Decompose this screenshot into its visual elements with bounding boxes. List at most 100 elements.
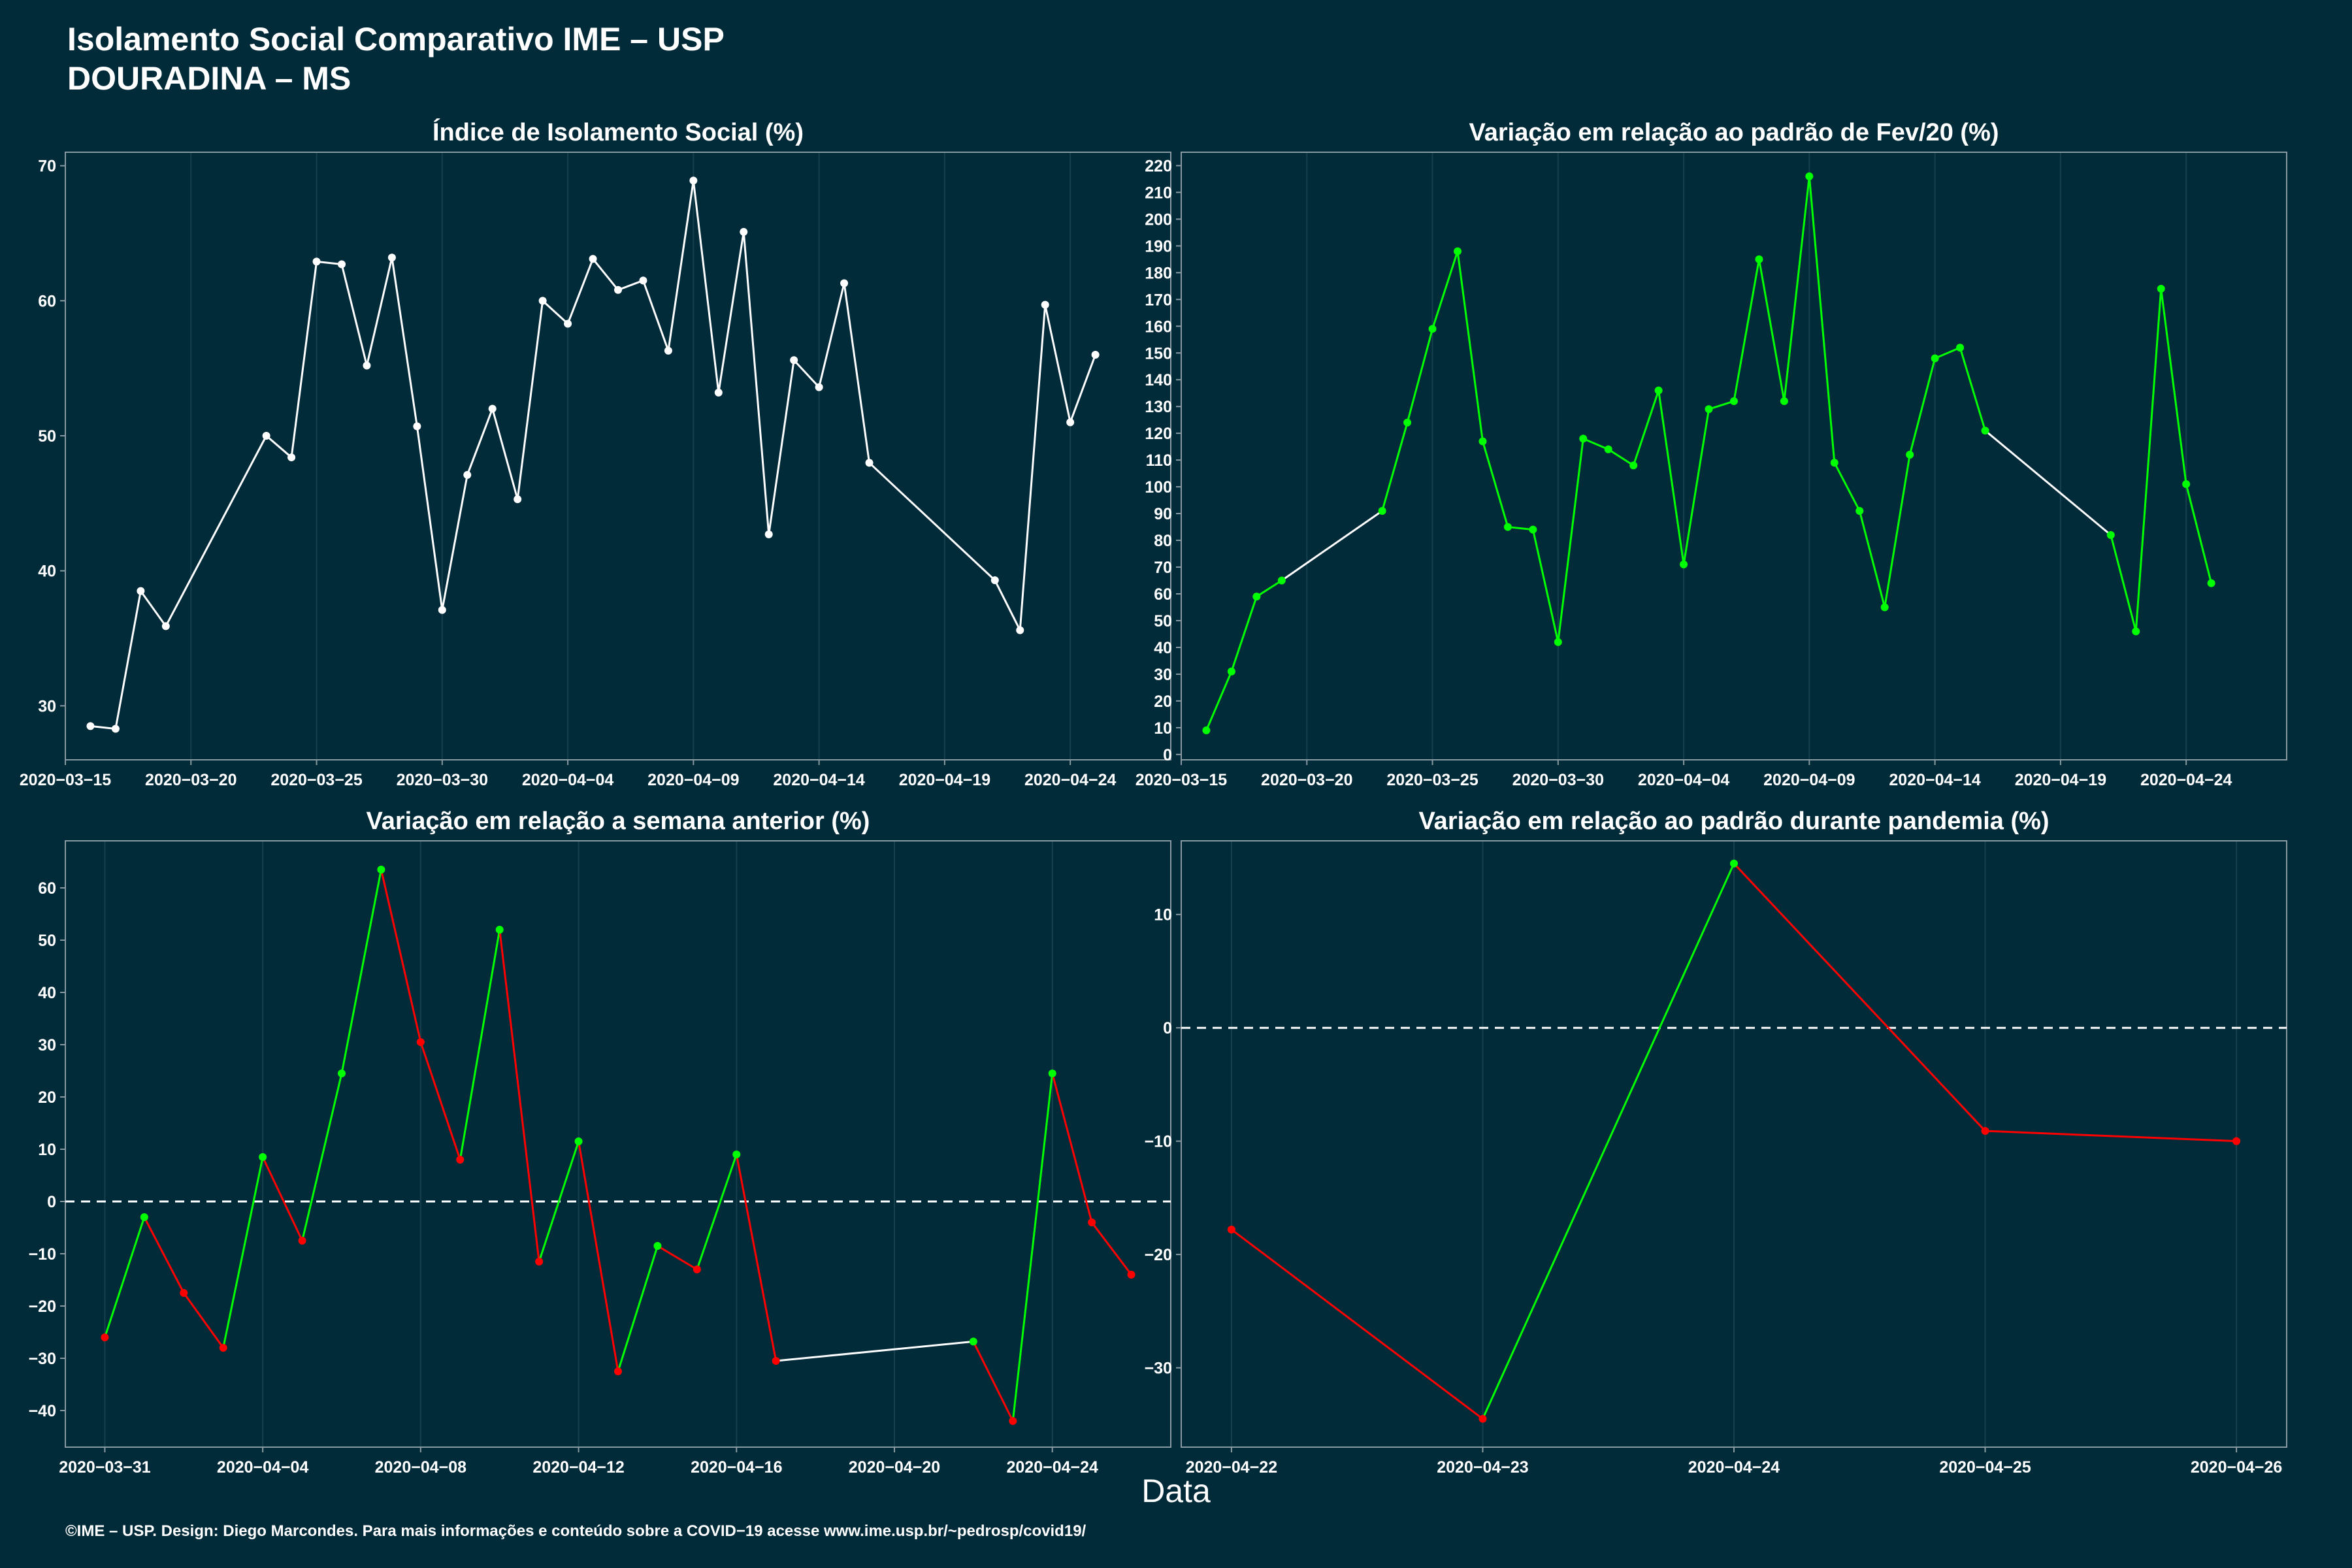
y-tick-label: −20 [1145, 1246, 1172, 1264]
data-point [1454, 247, 1462, 255]
y-tick-label: 10 [1154, 906, 1172, 924]
y-tick-label: 0 [47, 1193, 56, 1211]
series-segment [265, 434, 293, 459]
series-segment [538, 1141, 580, 1262]
y-tick-label: 70 [1154, 559, 1172, 577]
series-segment [419, 1041, 461, 1160]
x-axis-label: Data [1141, 1473, 1211, 1509]
series-segment [498, 929, 540, 1262]
y-tick-label: 180 [1145, 264, 1172, 282]
data-point [488, 404, 497, 413]
data-point [1252, 593, 1261, 601]
series-segment [104, 1217, 146, 1338]
series-segment [261, 1156, 303, 1241]
data-point [1227, 667, 1235, 676]
y-tick-label: −20 [29, 1298, 56, 1316]
y-tick-label: 10 [1154, 719, 1172, 738]
series-segment [1935, 346, 1961, 359]
series-segment [1482, 441, 1509, 527]
y-tick-label: 40 [38, 563, 56, 581]
panel-frame [65, 152, 1171, 760]
series-segment [90, 725, 116, 730]
data-point [990, 576, 999, 585]
data-point [2207, 579, 2215, 587]
data-point [653, 1242, 662, 1250]
data-point [1478, 437, 1487, 446]
data-point [535, 1258, 544, 1266]
series-segment [868, 462, 996, 581]
data-point [790, 356, 798, 365]
data-point [2182, 480, 2191, 489]
data-point [1227, 1225, 1235, 1233]
series-segment [696, 1154, 738, 1270]
series-segment [735, 1154, 777, 1362]
y-tick-label: 200 [1145, 210, 1172, 229]
series-segment [1783, 176, 1810, 402]
data-point [589, 255, 597, 263]
series-segment [1607, 448, 1634, 466]
series-segment [542, 300, 569, 325]
data-point [1730, 397, 1738, 406]
data-point [714, 388, 723, 397]
y-tick-label: 50 [38, 932, 56, 950]
y-tick-label: 90 [1154, 505, 1172, 523]
y-tick-label: 40 [38, 984, 56, 1002]
data-point [1088, 1218, 1096, 1226]
series-segment [1757, 259, 1786, 402]
panel-frame [1181, 152, 2287, 760]
x-tick-label: 2020−03−25 [1386, 771, 1478, 789]
data-point [161, 622, 170, 630]
x-tick-label: 2020−03−20 [1261, 771, 1352, 789]
series-segment [1507, 526, 1533, 531]
x-tick-label: 2020−04−14 [1889, 771, 1981, 789]
x-tick-label: 2020−04−22 [1186, 1458, 1277, 1477]
series-segment [441, 474, 468, 610]
data-point [377, 866, 385, 874]
data-point [137, 587, 145, 595]
series-segment [165, 435, 267, 627]
data-point [664, 346, 672, 355]
x-tick-label: 2020−03−30 [397, 771, 488, 789]
data-point [1066, 418, 1075, 427]
data-point [1604, 445, 1612, 453]
series-segment [2110, 534, 2137, 632]
data-point [538, 297, 547, 305]
data-point [101, 1333, 109, 1341]
series-segment [1044, 304, 1071, 423]
series-segment [1431, 251, 1459, 329]
x-tick-label: 2020−04−24 [1688, 1458, 1780, 1477]
data-point [614, 286, 622, 294]
y-tick-label: 30 [38, 697, 56, 715]
data-point [772, 1357, 780, 1365]
series-segment [316, 260, 342, 266]
series-segment [592, 258, 619, 291]
data-point [1680, 560, 1688, 568]
data-point [438, 606, 446, 614]
y-tick-label: 110 [1146, 451, 1172, 470]
data-point [1378, 506, 1386, 515]
series-segment [1984, 429, 2112, 536]
data-point [1579, 434, 1588, 443]
series-segment [340, 264, 368, 366]
data-point [413, 422, 421, 431]
y-tick-label: 10 [38, 1141, 56, 1159]
series-segment [1281, 510, 1383, 581]
series-segment [1482, 863, 1735, 1420]
y-tick-label: 20 [1154, 693, 1172, 711]
series-segment [1733, 862, 1986, 1132]
data-point [463, 470, 472, 479]
data-point [287, 453, 296, 462]
x-tick-label: 2020−03−25 [270, 771, 363, 789]
x-tick-label: 2020−04−09 [647, 771, 739, 789]
x-tick-label: 2020−04−04 [1638, 771, 1730, 789]
series-segment [657, 1245, 698, 1271]
data-point [1654, 386, 1663, 395]
data-point [86, 722, 95, 730]
series-segment [776, 1340, 974, 1362]
x-tick-label: 2020−04−04 [522, 771, 614, 789]
y-tick-label: 100 [1145, 478, 1172, 497]
series-segment [1908, 358, 1936, 455]
data-point [732, 1151, 741, 1158]
series-segment [1658, 390, 1685, 565]
